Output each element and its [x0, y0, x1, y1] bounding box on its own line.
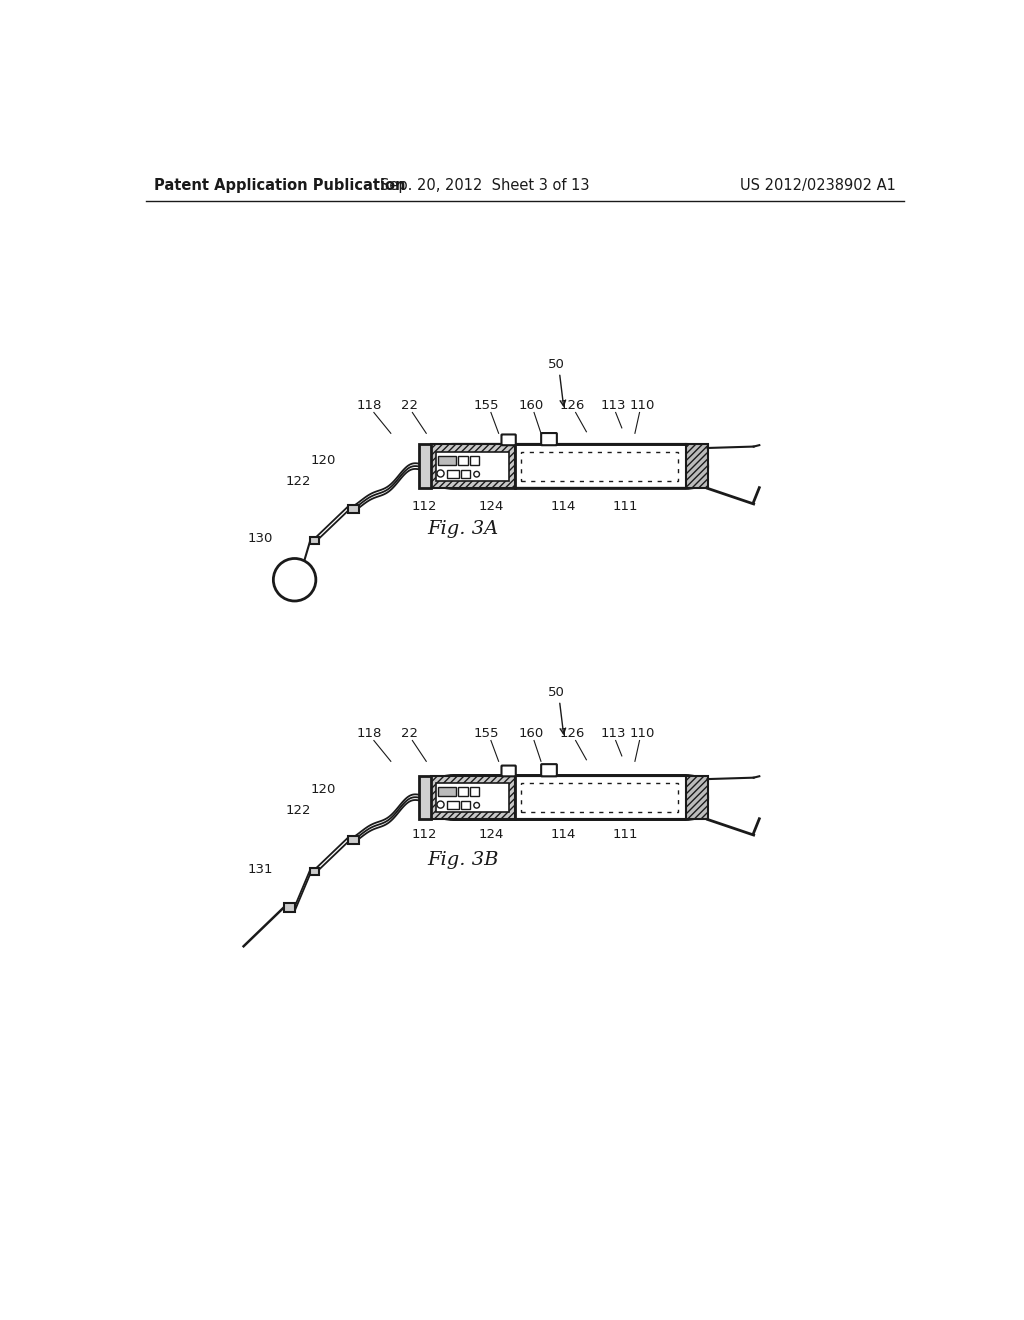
Circle shape: [474, 803, 479, 808]
FancyBboxPatch shape: [431, 776, 708, 820]
Bar: [686, 445, 708, 488]
Text: 155: 155: [473, 399, 499, 412]
Text: 124: 124: [478, 499, 504, 512]
Bar: [686, 776, 708, 820]
Text: 160: 160: [518, 727, 544, 739]
Text: 126: 126: [560, 399, 586, 412]
Text: 111: 111: [613, 828, 638, 841]
Circle shape: [273, 558, 315, 601]
Text: 120: 120: [310, 783, 336, 796]
Text: 22: 22: [400, 727, 418, 739]
FancyBboxPatch shape: [541, 764, 557, 776]
Bar: [431, 776, 515, 820]
Text: 118: 118: [356, 727, 382, 739]
Text: Fig. 3B: Fig. 3B: [427, 851, 499, 870]
Text: 126: 126: [560, 727, 586, 739]
Text: 111: 111: [613, 499, 638, 512]
Bar: [459, 455, 468, 465]
Bar: [686, 776, 708, 820]
Bar: [686, 445, 708, 488]
Text: 124: 124: [478, 828, 504, 841]
Bar: [470, 787, 479, 796]
Text: 22: 22: [400, 399, 418, 412]
Bar: [431, 445, 515, 488]
FancyBboxPatch shape: [502, 434, 516, 445]
Bar: [446, 470, 459, 478]
Bar: [461, 470, 470, 478]
Bar: [520, 453, 678, 480]
Bar: [431, 445, 515, 488]
Bar: [459, 787, 468, 796]
Text: 110: 110: [630, 727, 655, 739]
Text: 131: 131: [247, 863, 272, 876]
Text: 50: 50: [548, 358, 565, 371]
Bar: [348, 836, 359, 845]
Text: Sep. 20, 2012  Sheet 3 of 13: Sep. 20, 2012 Sheet 3 of 13: [380, 178, 590, 193]
Bar: [435, 453, 509, 480]
Text: Fig. 3A: Fig. 3A: [428, 520, 499, 539]
Bar: [446, 801, 459, 809]
Text: 50: 50: [548, 686, 565, 698]
Bar: [435, 783, 509, 812]
Bar: [520, 783, 678, 812]
Text: 155: 155: [473, 727, 499, 739]
Bar: [438, 455, 456, 465]
Circle shape: [437, 470, 444, 477]
Text: 122: 122: [286, 804, 311, 817]
Text: 114: 114: [551, 828, 575, 841]
Bar: [461, 801, 470, 809]
Bar: [438, 787, 456, 796]
Text: 120: 120: [310, 454, 336, 467]
Text: 118: 118: [356, 399, 382, 412]
Text: 114: 114: [551, 499, 575, 512]
Text: 130: 130: [247, 532, 272, 545]
Text: 110: 110: [630, 399, 655, 412]
Bar: [419, 776, 431, 820]
Text: 113: 113: [601, 399, 626, 412]
Text: 112: 112: [412, 828, 437, 841]
Circle shape: [474, 471, 479, 477]
Text: 112: 112: [412, 499, 437, 512]
Bar: [310, 537, 318, 544]
Circle shape: [437, 801, 444, 808]
FancyBboxPatch shape: [541, 433, 557, 445]
FancyBboxPatch shape: [431, 445, 708, 488]
Text: 113: 113: [601, 727, 626, 739]
Bar: [470, 455, 479, 465]
Bar: [431, 776, 515, 820]
Text: Patent Application Publication: Patent Application Publication: [154, 178, 406, 193]
Bar: [310, 869, 318, 875]
Bar: [348, 504, 359, 513]
Text: 160: 160: [518, 399, 544, 412]
Bar: [419, 445, 431, 488]
Text: US 2012/0238902 A1: US 2012/0238902 A1: [740, 178, 896, 193]
FancyBboxPatch shape: [502, 766, 516, 776]
Text: 122: 122: [286, 475, 311, 488]
Bar: [284, 903, 295, 912]
